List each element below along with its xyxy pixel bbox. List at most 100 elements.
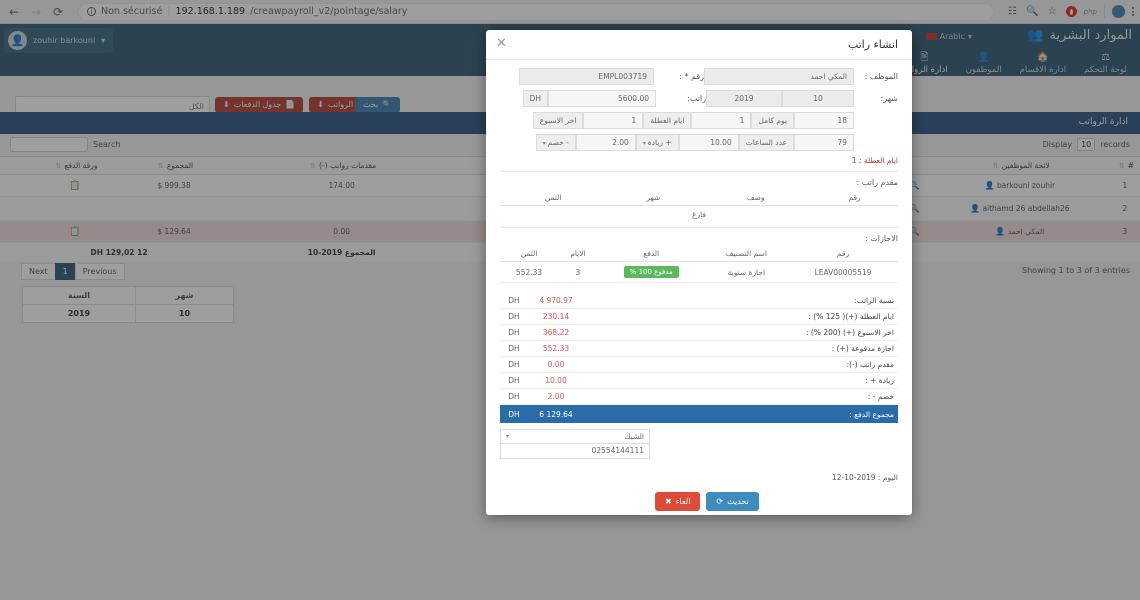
nav-tab-label: لوحة التحكم xyxy=(1084,65,1127,75)
user-menu[interactable]: 👤 zouhir barkouni ▾ xyxy=(4,28,114,53)
advance-col-month: شهر xyxy=(606,190,701,206)
pagination-page-1[interactable]: 1 xyxy=(54,263,76,280)
payslip-icon[interactable]: 📋 xyxy=(69,226,81,237)
cast-icon[interactable]: ☷ xyxy=(1007,6,1017,17)
cell-payslip[interactable]: 📋 xyxy=(40,220,110,243)
col-payslip[interactable]: ورقة الدفع⇅ xyxy=(40,156,110,175)
payment-method-select[interactable]: الشيك ▾ xyxy=(500,429,650,444)
advance-col-num: رقم xyxy=(811,190,898,206)
cell-payslip[interactable] xyxy=(40,196,110,221)
search-icon: 🔍 xyxy=(382,100,393,109)
magnifier-icon[interactable]: 🔍 xyxy=(909,181,920,190)
employee-num-label: رقم * : xyxy=(679,72,704,81)
summary-label: زيادة + : xyxy=(865,376,894,385)
update-button[interactable]: ⟳ تحديث xyxy=(706,492,759,511)
currency-addon: DH xyxy=(522,90,548,107)
employee-name-field[interactable]: المكي احمد xyxy=(704,68,854,85)
nav-tab-departments[interactable]: 🏠 ادارة الاقسام xyxy=(1011,50,1075,82)
payment-reference-input[interactable]: 02554144111 xyxy=(500,444,650,459)
back-arrow-icon[interactable]: ← xyxy=(8,4,20,19)
star-icon[interactable]: ☆ xyxy=(1047,6,1057,17)
holiday-note: ايام العطلة : 1 xyxy=(851,156,898,165)
forward-arrow-icon[interactable]: → xyxy=(30,4,42,19)
salary-field[interactable]: 5600.00 xyxy=(548,90,656,107)
modal-header: انشاء راتب ✕ xyxy=(486,30,912,60)
total-value: DH 129,02 12 xyxy=(0,242,239,263)
cell-employee: المكي احمد 👤 xyxy=(929,220,1110,243)
close-icon[interactable]: ✕ xyxy=(496,36,507,51)
fullday-field[interactable]: 18 xyxy=(794,112,854,129)
summary-label: ايام العطلة (+)( 125 %) : xyxy=(808,312,894,321)
advance-section-label: مقدم راتب : xyxy=(856,178,898,187)
datatable-footer: Showing 1 to 3 of 3 entries Next 1 Previ… xyxy=(0,260,1140,286)
col-total[interactable]: المجموع⇅ xyxy=(110,156,239,175)
search-icon[interactable]: 🔍 xyxy=(1025,6,1039,17)
menu-kebab-icon[interactable] xyxy=(1132,7,1134,16)
bonus-field[interactable]: 10.00 xyxy=(678,134,739,151)
omnibox-separator: | xyxy=(167,6,171,17)
opera-icon[interactable] xyxy=(1065,6,1077,17)
summary-currency: DH xyxy=(508,328,520,337)
pagination-next[interactable]: Next xyxy=(21,263,56,280)
create-salary-modal: انشاء راتب ✕ الموظف : المكي احمد رقم * :… xyxy=(486,30,912,515)
display-label: Display xyxy=(1042,140,1073,149)
employee-num-group: EMPL003719 xyxy=(519,68,654,85)
reload-icon[interactable]: ⟳ xyxy=(52,4,64,19)
close-icon: ✖ xyxy=(665,497,672,506)
magnifier-icon[interactable]: 🔍 xyxy=(909,227,920,236)
summary-value: 970.97 4 xyxy=(539,296,573,305)
language-selector[interactable]: ▾ Arabic xyxy=(925,32,972,41)
summary-currency: DH xyxy=(508,360,520,369)
hours-field[interactable]: 79 xyxy=(794,134,854,151)
total-currency: DH xyxy=(508,409,520,419)
holiday-field[interactable]: 1 xyxy=(691,112,752,129)
modal-title: انشاء راتب xyxy=(847,38,898,51)
browser-toolbar: ← → ⟳ i Non sécurisé | 192.168.1.189/cre… xyxy=(0,0,1140,24)
col-label: لائحة الموظفين xyxy=(1001,161,1050,170)
avatar: 👤 xyxy=(8,31,27,50)
month-field[interactable]: 10 xyxy=(782,90,854,107)
fullday-group: 18 يوم كامل xyxy=(751,112,854,129)
deduct-field[interactable]: 2.00 xyxy=(575,134,636,151)
cell-actions xyxy=(0,174,40,197)
col-num[interactable]: #⇅ xyxy=(1109,156,1140,175)
records-select[interactable]: 10 xyxy=(1077,138,1096,151)
profile-avatar[interactable] xyxy=(1112,5,1125,18)
payslip-icon[interactable]: 📋 xyxy=(69,180,81,191)
today-label: اليوم : 2019-10-12 xyxy=(831,473,898,482)
cell-payslip[interactable]: 📋 xyxy=(40,174,110,197)
leaves-col-days: الايام xyxy=(558,246,598,262)
table-search[interactable]: Search xyxy=(10,137,120,152)
col-employee[interactable]: لائحة الموظفين⇅ xyxy=(929,156,1110,175)
leave-type: اجازة سنوية xyxy=(704,261,789,283)
col-label: مقدمات رواتب (-) xyxy=(318,161,377,170)
pagination-previous[interactable]: Previous xyxy=(74,263,125,280)
dashboard-icon: ⚖ xyxy=(1101,52,1111,63)
cell-employee: aithamd 26 abdellah26 👤 xyxy=(929,196,1110,221)
nav-tab-label: ادارة الاقسام xyxy=(1019,65,1067,75)
deduct-label[interactable]: - خصم xyxy=(535,134,576,151)
bonus-label[interactable]: + زيادة xyxy=(635,134,679,151)
address-bar[interactable]: i Non sécurisé | 192.168.1.189/creawpayr… xyxy=(78,2,994,21)
magnifier-icon[interactable]: 🔍 xyxy=(909,204,920,213)
nav-tab-dashboard[interactable]: ⚖ لوحة التحكم xyxy=(1075,50,1136,82)
cancel-button[interactable]: ✖ الغاء xyxy=(655,492,701,511)
home-icon: 🏠 xyxy=(1036,52,1050,63)
search-input[interactable] xyxy=(10,137,88,152)
summary-row: ايام العطلة (+)( 125 %) : 230.14 DH xyxy=(500,309,898,325)
payments-table-button[interactable]: ⬇ جدول الدفعات 📄 xyxy=(215,97,304,113)
weekend-field[interactable]: 1 xyxy=(583,112,644,129)
php-icon[interactable]: php xyxy=(1083,7,1097,16)
cell-num: 3 xyxy=(1109,220,1140,243)
search-button[interactable]: 🔍 بحث xyxy=(355,97,401,113)
advance-header-row: رقم وصف شهر الثمن xyxy=(500,190,898,206)
period-value-row: 10 2019 xyxy=(22,304,235,323)
employee-num-field[interactable]: EMPL003719 xyxy=(519,68,654,85)
paid-badge: مدفوع 100 % xyxy=(623,266,679,278)
summary-currency: DH xyxy=(508,392,520,401)
year-field[interactable]: 2019 xyxy=(706,90,782,107)
nav-tab-employees[interactable]: 👤 الموظفون xyxy=(957,50,1011,82)
users-group-icon: 👥 xyxy=(1027,28,1044,43)
summary-label: نسبة الراتب: xyxy=(853,296,894,305)
col-advance[interactable]: مقدمات رواتب (-)⇅ xyxy=(238,156,446,175)
